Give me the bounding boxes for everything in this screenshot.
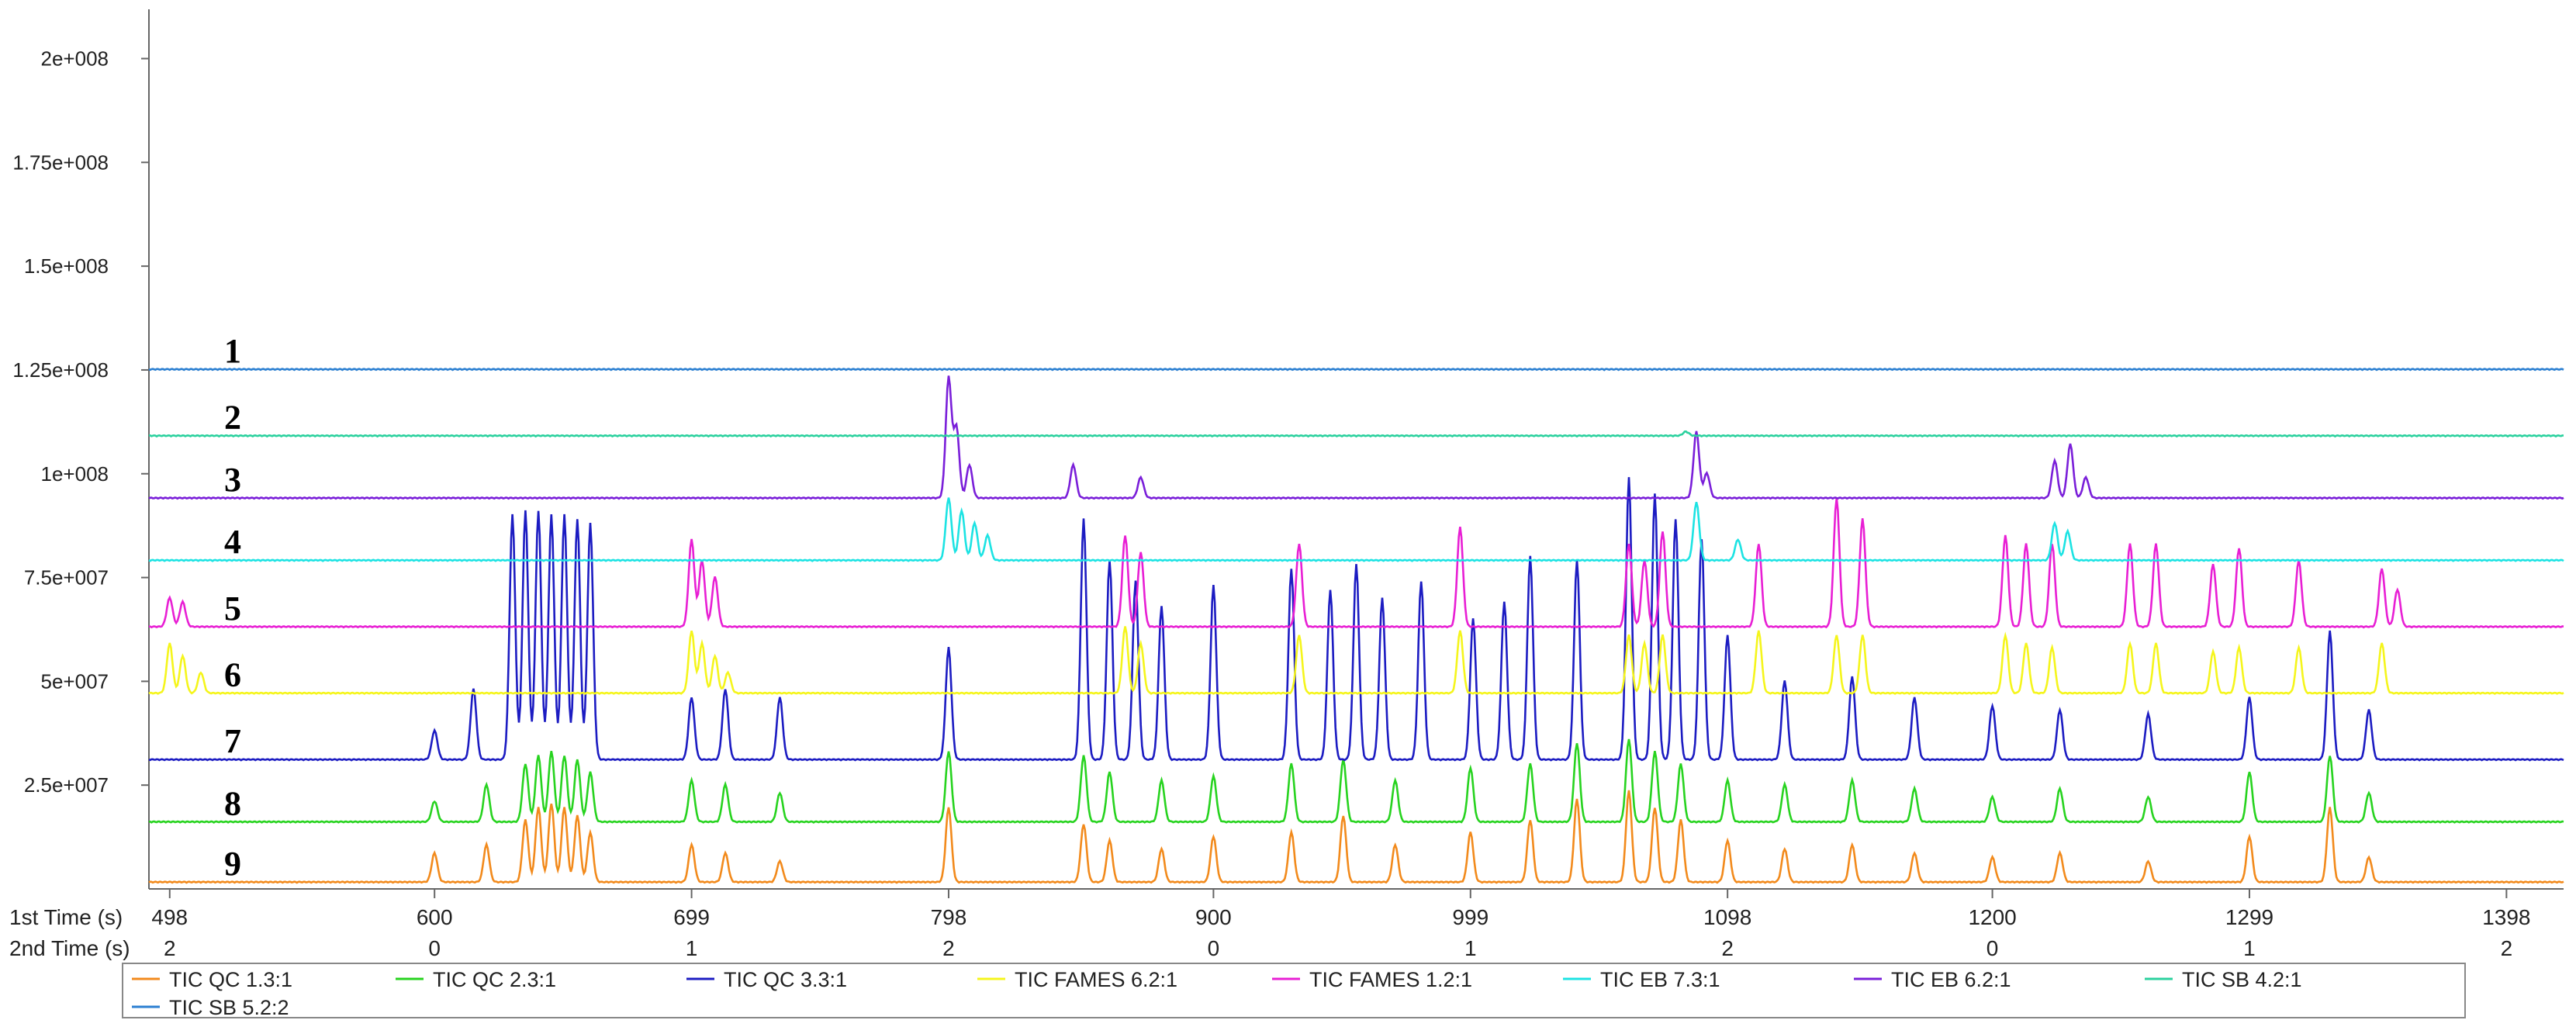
- legend-entry: TIC SB 4.2:1: [2182, 968, 2302, 991]
- chromatogram-traces: [148, 368, 2564, 884]
- x-tick-label-2nd: 0: [1208, 936, 1220, 960]
- trace-number-label: 7: [224, 722, 241, 760]
- trace-number-labels: 9 8 7 6 5 4 3 2 1: [224, 332, 241, 883]
- x-tick-label-1st: 1098: [1703, 905, 1751, 929]
- y-tick-label: 2.5e+007: [24, 773, 109, 797]
- legend: TIC QC 1.3:1 TIC QC 2.3:1 TIC QC 3.3:1 TIC …: [122, 963, 2466, 1019]
- x-tick-label-1st: 798: [931, 905, 967, 929]
- trace-line-4: [148, 497, 2564, 562]
- trace-line-9: [148, 790, 2564, 884]
- x-tick-label-1st: 699: [673, 905, 710, 929]
- x-tick-label-1st: 999: [1452, 905, 1489, 929]
- x-tick-label-2nd: 1: [2243, 936, 2256, 960]
- trace-number-label: 1: [224, 332, 241, 370]
- x-axis-label-2nd-time: 2nd Time (s): [9, 936, 130, 960]
- legend-entry: TIC FAMES 1.2:1: [1309, 968, 1472, 991]
- x-tick-label-1st: 900: [1195, 905, 1232, 929]
- x-tick-label-2nd: 1: [1464, 936, 1477, 960]
- trace-number-label: 4: [224, 523, 241, 561]
- x-tick-label-1st: 498: [151, 905, 188, 929]
- x-tick-label-2nd: 0: [1986, 936, 1999, 960]
- legend-box: [122, 963, 2466, 1018]
- x-tick-label-1st: 600: [417, 905, 453, 929]
- y-tick-label: 1e+008: [41, 462, 109, 486]
- legend-entry: TIC FAMES 6.2:1: [1015, 968, 1177, 991]
- legend-entry: TIC EB 7.3:1: [1600, 968, 1720, 991]
- x-tick-label-2nd: 2: [942, 936, 955, 960]
- legend-entry: TIC SB 5.2:2: [169, 996, 289, 1019]
- x-tick-label-2nd: 1: [686, 936, 698, 960]
- x-tick-label-1st: 1299: [2225, 905, 2273, 929]
- y-tick-label: 1.5e+008: [24, 254, 109, 278]
- trace-line-5: [148, 498, 2564, 629]
- trace-number-label: 3: [224, 461, 241, 499]
- x-tick-label-2nd: 2: [1721, 936, 1734, 960]
- trace-line-3: [148, 375, 2564, 500]
- x-axis: 1st Time (s) 2nd Time (s) 498 2 600 0 699 1 798 2…: [9, 888, 2564, 960]
- x-tick-label-1st: 1398: [2482, 905, 2530, 929]
- x-tick-label-2nd: 2: [164, 936, 176, 960]
- y-tick-label: 1.25e+008: [12, 358, 109, 382]
- trace-line-2: [148, 430, 2564, 438]
- trace-number-label: 9: [224, 845, 241, 883]
- trace-line-1: [148, 368, 2564, 372]
- y-tick-label: 2e+008: [41, 47, 109, 71]
- y-tick-label: 5e+007: [41, 669, 109, 693]
- trace-number-label: 2: [224, 399, 241, 437]
- x-tick-label-1st: 1200: [1968, 905, 2016, 929]
- y-tick-label: 1.75e+008: [12, 150, 109, 174]
- trace-line-8: [148, 738, 2564, 824]
- x-axis-label-1st-time: 1st Time (s): [9, 905, 123, 929]
- legend-entry: TIC QC 3.3:1: [724, 968, 847, 991]
- x-tick-label-2nd: 0: [428, 936, 441, 960]
- trace-line-6: [148, 626, 2564, 695]
- legend-entry: TIC QC 2.3:1: [433, 968, 556, 991]
- trace-number-label: 8: [224, 784, 241, 822]
- x-tick-label-2nd: 2: [2501, 936, 2513, 960]
- y-tick-label: 7.5e+007: [24, 566, 109, 590]
- legend-entry: TIC QC 1.3:1: [169, 968, 292, 991]
- trace-number-label: 5: [224, 590, 241, 628]
- legend-entry: TIC EB 6.2:1: [1891, 968, 2011, 991]
- trace-line-7: [148, 477, 2564, 762]
- y-axis: 2e+008 1.75e+008 1.5e+008 1.25e+008 1e+008 7.…: [12, 9, 150, 889]
- trace-number-label: 6: [224, 655, 241, 693]
